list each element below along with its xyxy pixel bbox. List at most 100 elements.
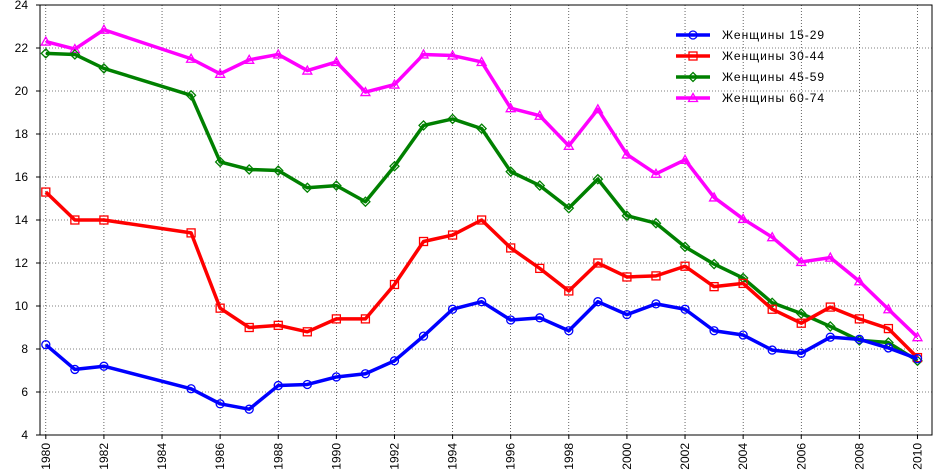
data-point: [853, 275, 865, 286]
data-point: [593, 297, 603, 307]
y-tick-label: 20: [15, 84, 29, 98]
series-2: [41, 187, 923, 363]
data-point: [446, 49, 459, 60]
y-tick-label: 8: [21, 342, 28, 356]
data-point: [737, 213, 749, 224]
data-point: [651, 271, 661, 281]
data-point: [99, 215, 109, 225]
data-point: [331, 314, 342, 324]
data-point: [796, 318, 806, 328]
data-point: [214, 67, 226, 78]
y-axis: 4 6 8 10 12 14 16 18 20 22 24: [15, 0, 40, 442]
legend-marker: [687, 71, 699, 83]
data-point: [708, 258, 720, 270]
x-tick-label: 2010: [910, 443, 924, 470]
x-tick-label: 2002: [678, 443, 692, 470]
data-point: [825, 332, 835, 342]
x-tick-label: 2008: [852, 443, 866, 470]
data-point: [680, 304, 690, 314]
legend: Женщины 15-29 Женщины 30-44 Женщины 45-59 Ж…: [676, 28, 825, 105]
data-point: [795, 308, 807, 319]
data-point: [766, 231, 778, 242]
legend-entry: Женщины 15-29: [676, 28, 825, 42]
x-tick-label: 2004: [736, 443, 750, 470]
data-point: [302, 327, 312, 337]
data-point: [854, 334, 865, 344]
data-point: [301, 182, 313, 194]
data-point: [854, 314, 865, 324]
data-point: [883, 323, 894, 334]
data-point: [40, 47, 52, 59]
data-point: [535, 313, 545, 323]
data-point: [388, 78, 401, 89]
data-point: [767, 345, 777, 355]
data-point: [650, 217, 662, 229]
data-point: [622, 272, 632, 282]
x-tick-label: 1988: [271, 443, 285, 470]
data-point: [680, 261, 690, 271]
data-point: [651, 299, 661, 309]
data-point: [273, 380, 283, 391]
y-tick-label: 18: [15, 127, 29, 141]
legend-marker: [688, 51, 698, 61]
y-tick-label: 10: [15, 299, 29, 313]
data-point: [534, 180, 546, 192]
data-point: [215, 399, 225, 409]
data-point: [563, 202, 575, 214]
data-point: [69, 43, 81, 54]
x-tick-label: 1986: [213, 443, 227, 470]
data-point: [738, 330, 748, 340]
data-point: [883, 343, 894, 353]
data-point: [505, 166, 517, 178]
data-point: [505, 102, 517, 113]
data-point: [301, 64, 313, 75]
data-point: [41, 340, 51, 350]
series-line: [45, 27, 919, 339]
legend-marker: [688, 30, 698, 40]
legend-entry: Женщины 60-74: [676, 91, 824, 105]
data-point: [360, 196, 371, 208]
y-tick-label: 22: [15, 41, 29, 55]
data-point: [243, 164, 255, 175]
x-axis: 1980 1982 1984 1986 1988 1990 1992 1994 1996 1998…: [39, 435, 924, 470]
data-point: [330, 180, 342, 192]
data-point: [244, 322, 254, 333]
data-point: [824, 251, 836, 262]
legend-marker: [687, 92, 699, 103]
data-point: [69, 49, 81, 60]
legend-label: Женщины 45-59: [722, 70, 825, 84]
data-point: [506, 315, 516, 325]
data-point: [708, 191, 720, 202]
series-line: [44, 190, 919, 359]
data-point: [593, 258, 603, 268]
y-tick-label: 4: [21, 428, 28, 442]
data-point: [330, 56, 342, 67]
data-point: [214, 156, 226, 168]
data-point: [592, 173, 604, 185]
data-point: [796, 348, 806, 358]
data-point: [912, 354, 923, 364]
data-point: [824, 321, 836, 332]
data-point: [621, 148, 633, 159]
data-point: [40, 35, 52, 46]
x-tick-label: 1982: [97, 443, 111, 470]
data-point: [506, 243, 516, 253]
legend-label: Женщины 15-29: [722, 28, 825, 42]
data-point: [98, 63, 110, 74]
data-point: [564, 326, 574, 336]
data-point: [360, 369, 371, 379]
data-point: [243, 53, 255, 64]
data-point: [70, 215, 80, 225]
data-point: [476, 215, 487, 225]
data-point: [389, 279, 400, 290]
data-point: [709, 281, 719, 292]
x-tick-label: 1990: [329, 443, 343, 470]
data-point: [535, 263, 545, 274]
legend-entry: Женщины 45-59: [676, 70, 825, 84]
legend-entry: Женщины 30-44: [676, 49, 824, 63]
data-point: [273, 320, 283, 331]
data-point: [767, 304, 777, 314]
data-point: [447, 304, 458, 314]
